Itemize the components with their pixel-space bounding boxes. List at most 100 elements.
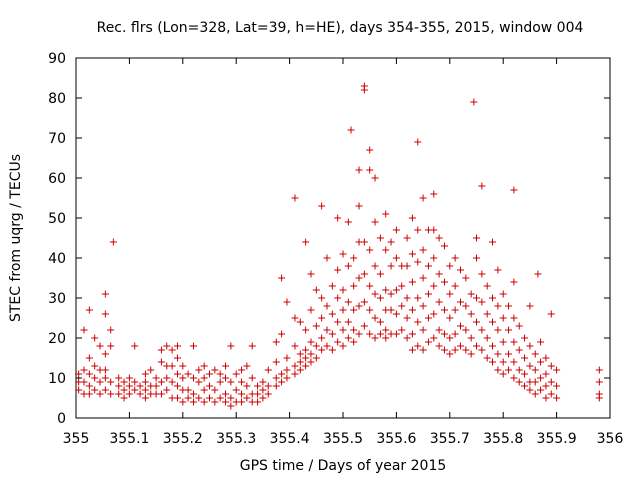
data-point bbox=[163, 342, 171, 350]
data-point bbox=[312, 286, 320, 294]
data-point bbox=[264, 366, 272, 374]
data-point bbox=[254, 382, 262, 390]
data-point bbox=[376, 294, 384, 302]
data-point bbox=[435, 342, 443, 350]
data-point bbox=[157, 378, 165, 386]
data-point bbox=[510, 358, 518, 366]
data-point bbox=[248, 342, 256, 350]
data-point bbox=[435, 298, 443, 306]
data-point bbox=[494, 326, 502, 334]
data-point bbox=[553, 394, 561, 402]
data-point bbox=[101, 374, 109, 382]
y-tick-label: 10 bbox=[48, 371, 66, 387]
data-point bbox=[382, 334, 390, 342]
data-point bbox=[489, 358, 497, 366]
data-point bbox=[91, 362, 99, 370]
data-point bbox=[272, 338, 280, 346]
x-tick-label: 355.1 bbox=[109, 431, 149, 447]
data-point bbox=[101, 290, 109, 298]
data-point bbox=[115, 382, 123, 390]
data-point bbox=[462, 274, 470, 282]
y-tick-label: 40 bbox=[48, 251, 66, 267]
data-point bbox=[440, 278, 448, 286]
data-point bbox=[323, 302, 331, 310]
data-point bbox=[510, 338, 518, 346]
data-point bbox=[141, 386, 149, 394]
data-point bbox=[595, 378, 603, 386]
data-point bbox=[414, 226, 422, 234]
data-point bbox=[152, 382, 160, 390]
data-point bbox=[387, 306, 395, 314]
data-point bbox=[96, 390, 104, 398]
data-point bbox=[547, 362, 555, 370]
data-point bbox=[371, 218, 379, 226]
data-point bbox=[107, 378, 115, 386]
data-point bbox=[499, 314, 507, 322]
data-point bbox=[125, 374, 133, 382]
data-point bbox=[515, 322, 523, 330]
data-point bbox=[371, 290, 379, 298]
data-point bbox=[350, 254, 358, 262]
data-point bbox=[435, 270, 443, 278]
data-point bbox=[80, 326, 88, 334]
data-point bbox=[163, 386, 171, 394]
data-point bbox=[195, 378, 203, 386]
data-point bbox=[173, 394, 181, 402]
data-point bbox=[478, 270, 486, 278]
data-point bbox=[387, 290, 395, 298]
data-point bbox=[470, 98, 478, 106]
data-point bbox=[414, 318, 422, 326]
data-point bbox=[440, 330, 448, 338]
data-point bbox=[302, 354, 310, 362]
data-point bbox=[318, 294, 326, 302]
data-point bbox=[499, 370, 507, 378]
x-axis-ticks: 355 355.1 355.2 355.3 355.4 355.5 355.6 355.7 35… bbox=[63, 58, 623, 447]
data-point bbox=[515, 346, 523, 354]
data-point bbox=[328, 310, 336, 318]
data-point bbox=[259, 394, 267, 402]
data-point bbox=[350, 326, 358, 334]
data-point bbox=[430, 190, 438, 198]
x-tick-label: 355.6 bbox=[376, 431, 416, 447]
data-point bbox=[344, 262, 352, 270]
data-point bbox=[291, 362, 299, 370]
x-tick-label: 355.8 bbox=[483, 431, 523, 447]
data-point bbox=[542, 382, 550, 390]
data-point bbox=[291, 370, 299, 378]
data-point bbox=[107, 326, 115, 334]
data-point bbox=[173, 370, 181, 378]
data-point bbox=[419, 246, 427, 254]
data-point bbox=[168, 362, 176, 370]
data-point bbox=[85, 306, 93, 314]
data-point bbox=[360, 298, 368, 306]
data-point bbox=[595, 394, 603, 402]
data-point bbox=[424, 262, 432, 270]
data-point bbox=[323, 342, 331, 350]
data-point bbox=[355, 202, 363, 210]
data-point bbox=[494, 302, 502, 310]
data-point bbox=[392, 226, 400, 234]
data-point bbox=[272, 358, 280, 366]
data-point bbox=[510, 374, 518, 382]
data-point bbox=[403, 334, 411, 342]
x-tick-label: 355.7 bbox=[430, 431, 470, 447]
data-point bbox=[499, 290, 507, 298]
data-point bbox=[278, 378, 286, 386]
y-tick-label: 20 bbox=[48, 331, 66, 347]
data-point bbox=[283, 366, 291, 374]
data-point bbox=[360, 238, 368, 246]
data-point bbox=[115, 374, 123, 382]
data-point bbox=[392, 330, 400, 338]
data-point bbox=[473, 294, 480, 302]
data-point bbox=[489, 238, 497, 246]
data-point bbox=[483, 334, 491, 342]
data-point bbox=[419, 194, 427, 202]
data-point bbox=[96, 378, 104, 386]
data-point bbox=[283, 354, 291, 362]
data-point bbox=[542, 394, 550, 402]
data-point bbox=[120, 394, 128, 402]
data-point bbox=[408, 278, 416, 286]
data-point bbox=[254, 390, 262, 398]
data-points bbox=[75, 82, 603, 410]
data-point bbox=[189, 342, 197, 350]
